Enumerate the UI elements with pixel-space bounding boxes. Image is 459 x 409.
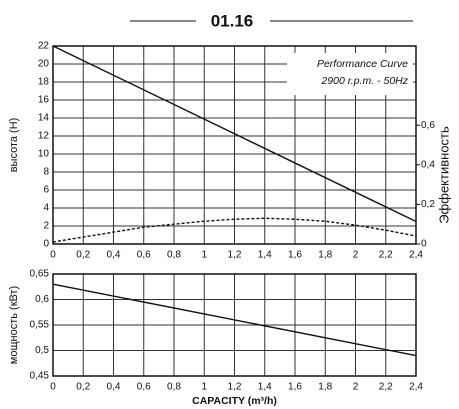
annotation-box — [287, 53, 413, 95]
series-line — [52, 217, 417, 243]
x-tick-label: 1 — [201, 382, 207, 393]
x-tick-label: 2,2 — [379, 250, 393, 261]
x-tick-label: 0,2 — [76, 382, 90, 393]
x-tick-label: 1 — [201, 250, 207, 261]
annotation: Performance Curve — [317, 58, 408, 70]
x-tick-label: 1,4 — [258, 382, 272, 393]
annotation: 2900 r.p.m. - 50Hz — [320, 75, 408, 87]
chart-title: 01.16 — [211, 11, 254, 30]
y-tick-label: 22 — [38, 41, 50, 52]
y-tick-label: 0,6 — [35, 294, 49, 305]
x-tick-label: 1,8 — [318, 250, 332, 261]
y2-tick-label: 0,6 — [421, 120, 435, 131]
y-tick-label: 18 — [38, 77, 50, 88]
x-tick-label: 0,4 — [107, 382, 121, 393]
x-tick-label: 1,4 — [258, 250, 272, 261]
x-tick-label: 2,4 — [409, 382, 423, 393]
x-tick-label: 2,2 — [379, 382, 393, 393]
y-tick-label: 2 — [43, 221, 49, 232]
y2-axis-label: Эффективность — [436, 126, 451, 224]
x-tick-label: 0 — [50, 382, 56, 393]
y-tick-label: 0,55 — [30, 320, 50, 331]
y2-tick-label: 0,4 — [421, 159, 435, 170]
x-tick-label: 1,6 — [288, 382, 302, 393]
x-axis-label: CAPACITY (m³/h) — [192, 395, 277, 407]
y-axis-label: мощность (кВт) — [8, 286, 20, 364]
y-tick-label: 0,65 — [30, 269, 50, 280]
y2-tick-label: 0 — [421, 239, 427, 250]
series-line — [52, 283, 417, 357]
y-tick-label: 16 — [38, 95, 50, 106]
plot-frame — [52, 45, 417, 245]
x-tick-label: 0,8 — [167, 382, 181, 393]
y-tick-label: 0,45 — [30, 371, 50, 382]
x-tick-label: 0 — [50, 250, 56, 261]
x-tick-label: 1,2 — [228, 382, 242, 393]
x-tick-label: 0,6 — [137, 382, 151, 393]
x-tick-label: 1,6 — [288, 250, 302, 261]
plot-frame — [52, 273, 417, 377]
y-tick-label: 8 — [43, 167, 49, 178]
y-axis-label: высота (Н) — [8, 118, 20, 173]
y-tick-label: 12 — [38, 131, 50, 142]
x-tick-label: 2,4 — [409, 250, 423, 261]
y-tick-label: 4 — [43, 203, 49, 214]
x-tick-label: 0,4 — [107, 250, 121, 261]
y2-tick-label: 0,2 — [421, 199, 435, 210]
x-tick-label: 0,8 — [167, 250, 181, 261]
x-tick-label: 1,8 — [318, 382, 332, 393]
x-tick-label: 1,2 — [228, 250, 242, 261]
y-tick-label: 6 — [43, 185, 49, 196]
y-tick-label: 0 — [43, 239, 49, 250]
y-tick-label: 0,5 — [35, 345, 49, 356]
x-tick-label: 0,6 — [137, 250, 151, 261]
y-tick-label: 10 — [38, 149, 50, 160]
y-tick-label: 14 — [38, 113, 50, 124]
x-tick-label: 2 — [353, 250, 359, 261]
series-line — [52, 45, 417, 223]
y-tick-label: 20 — [38, 59, 50, 70]
x-tick-label: 0,2 — [76, 250, 90, 261]
x-tick-label: 2 — [353, 382, 359, 393]
